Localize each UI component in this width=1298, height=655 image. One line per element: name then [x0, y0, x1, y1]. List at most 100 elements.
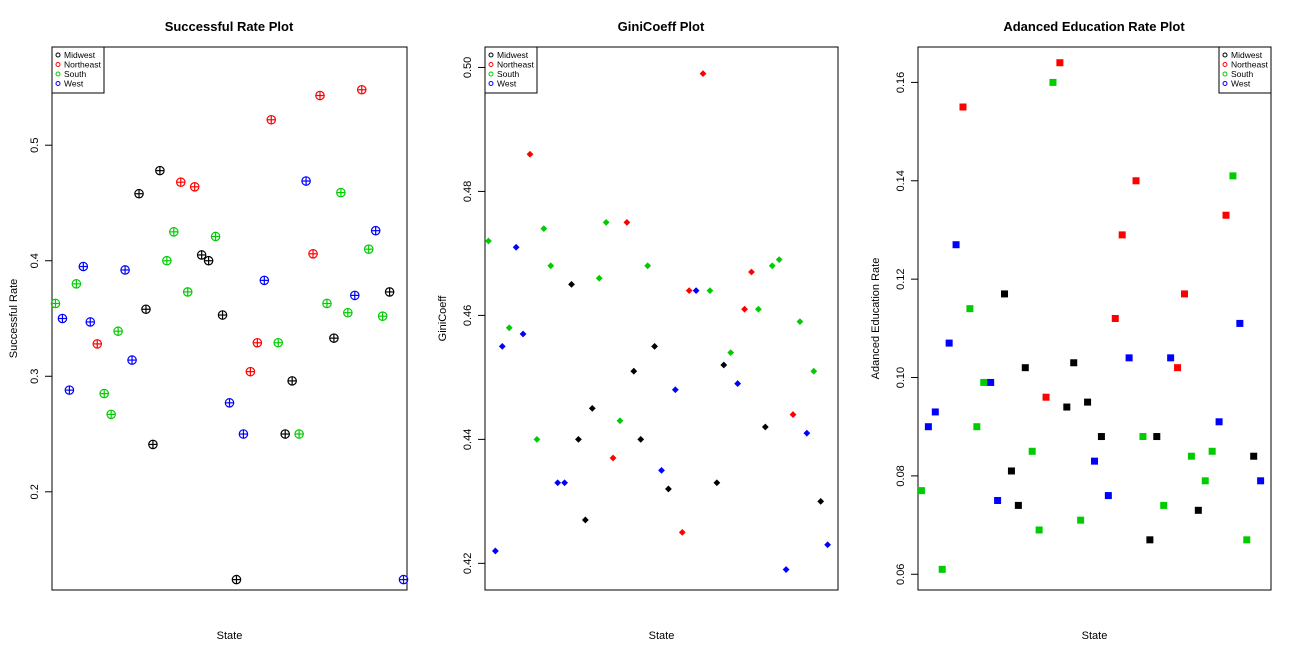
- data-point: [189, 181, 200, 192]
- chart-title: GiniCoeff Plot: [618, 19, 705, 34]
- y-tick-label: 0.42: [462, 553, 474, 574]
- legend-label: Northeast: [64, 60, 101, 70]
- data-point: [343, 307, 353, 318]
- legend-label: South: [1231, 69, 1253, 79]
- legend-marker: [55, 81, 61, 86]
- legend-label: West: [497, 79, 517, 89]
- data-point: [959, 103, 967, 111]
- data-point: [706, 287, 714, 295]
- data-point: [1056, 59, 1064, 67]
- data-point: [789, 411, 797, 418]
- data-point: [50, 298, 61, 309]
- data-point: [671, 386, 679, 394]
- data-point: [1070, 359, 1078, 367]
- data-point: [987, 378, 995, 386]
- data-point: [540, 225, 548, 233]
- data-point: [817, 497, 825, 505]
- data-point: [1118, 231, 1126, 239]
- y-axis-label: Successful Rate: [8, 279, 20, 358]
- chart-title: Successful Rate Plot: [165, 19, 294, 34]
- data-point: [301, 176, 311, 186]
- data-point: [616, 417, 624, 425]
- y-tick-label: 0.10: [895, 367, 907, 388]
- data-point: [127, 355, 137, 365]
- data-point: [203, 255, 214, 266]
- legend-label: Northeast: [497, 60, 534, 70]
- plot-frame: [484, 46, 839, 591]
- y-tick-label: 0.48: [462, 181, 474, 202]
- data-point: [315, 90, 325, 101]
- data-point: [505, 324, 513, 332]
- data-point: [595, 274, 603, 282]
- data-point: [162, 255, 172, 266]
- data-point: [938, 565, 946, 573]
- legend-box: [51, 46, 105, 94]
- data-point: [1125, 354, 1133, 362]
- legend-marker: [1222, 62, 1228, 67]
- data-point: [398, 574, 409, 585]
- data-point: [1180, 290, 1188, 298]
- data-point: [917, 487, 925, 495]
- chart-title: Adanced Education Rate Plot: [1003, 19, 1185, 34]
- data-point: [727, 349, 735, 356]
- data-point: [370, 225, 381, 236]
- x-axis-label: State: [1082, 630, 1108, 642]
- data-point: [217, 310, 228, 320]
- data-point: [952, 241, 960, 249]
- data-point: [1021, 364, 1029, 372]
- data-point: [803, 429, 811, 437]
- data-point: [1007, 467, 1015, 475]
- legend-label: South: [497, 69, 519, 79]
- data-point: [782, 566, 790, 573]
- data-point: [602, 219, 610, 226]
- data-point: [99, 388, 110, 399]
- legend-marker: [488, 62, 494, 67]
- y-axis-label: Adanced Education Rate: [870, 258, 882, 380]
- data-point: [287, 376, 297, 386]
- data-point: [1084, 398, 1092, 406]
- legend-label: South: [64, 69, 86, 79]
- data-point: [1063, 403, 1071, 411]
- data-point: [588, 404, 596, 412]
- data-point: [713, 479, 721, 487]
- legend-label: West: [64, 79, 84, 89]
- data-point: [519, 330, 527, 338]
- data-point: [1257, 477, 1265, 485]
- data-point: [924, 423, 932, 431]
- data-point: [210, 231, 221, 242]
- y-tick-label: 0.4: [29, 253, 41, 268]
- y-axis-label: GiniCoeff: [437, 295, 449, 342]
- data-point: [1111, 315, 1119, 322]
- data-point: [356, 84, 367, 95]
- data-point: [238, 429, 249, 439]
- data-point: [1001, 290, 1009, 298]
- legend-label: Midwest: [1231, 50, 1263, 60]
- data-point: [644, 262, 652, 270]
- data-point: [485, 237, 492, 245]
- y-tick-label: 0.46: [462, 305, 474, 326]
- data-point: [658, 466, 665, 474]
- data-point: [1250, 452, 1258, 460]
- data-point: [685, 287, 693, 295]
- legend-label: Midwest: [497, 50, 529, 60]
- data-point: [294, 429, 304, 439]
- data-point: [141, 304, 151, 315]
- data-point: [377, 311, 388, 321]
- data-point: [224, 398, 235, 408]
- data-point: [678, 528, 686, 536]
- legend-label: Midwest: [64, 50, 96, 60]
- data-point: [182, 287, 193, 297]
- data-point: [71, 279, 82, 289]
- data-point: [699, 70, 707, 78]
- legend-box: [1218, 46, 1272, 94]
- data-point: [554, 479, 562, 487]
- data-point: [741, 305, 748, 313]
- data-point: [1194, 506, 1202, 514]
- data-point: [665, 485, 672, 493]
- data-point: [609, 454, 617, 462]
- data-point: [526, 150, 534, 158]
- data-point: [630, 367, 638, 375]
- legend-label: Northeast: [1231, 60, 1268, 70]
- y-tick-label: 0.08: [895, 465, 907, 486]
